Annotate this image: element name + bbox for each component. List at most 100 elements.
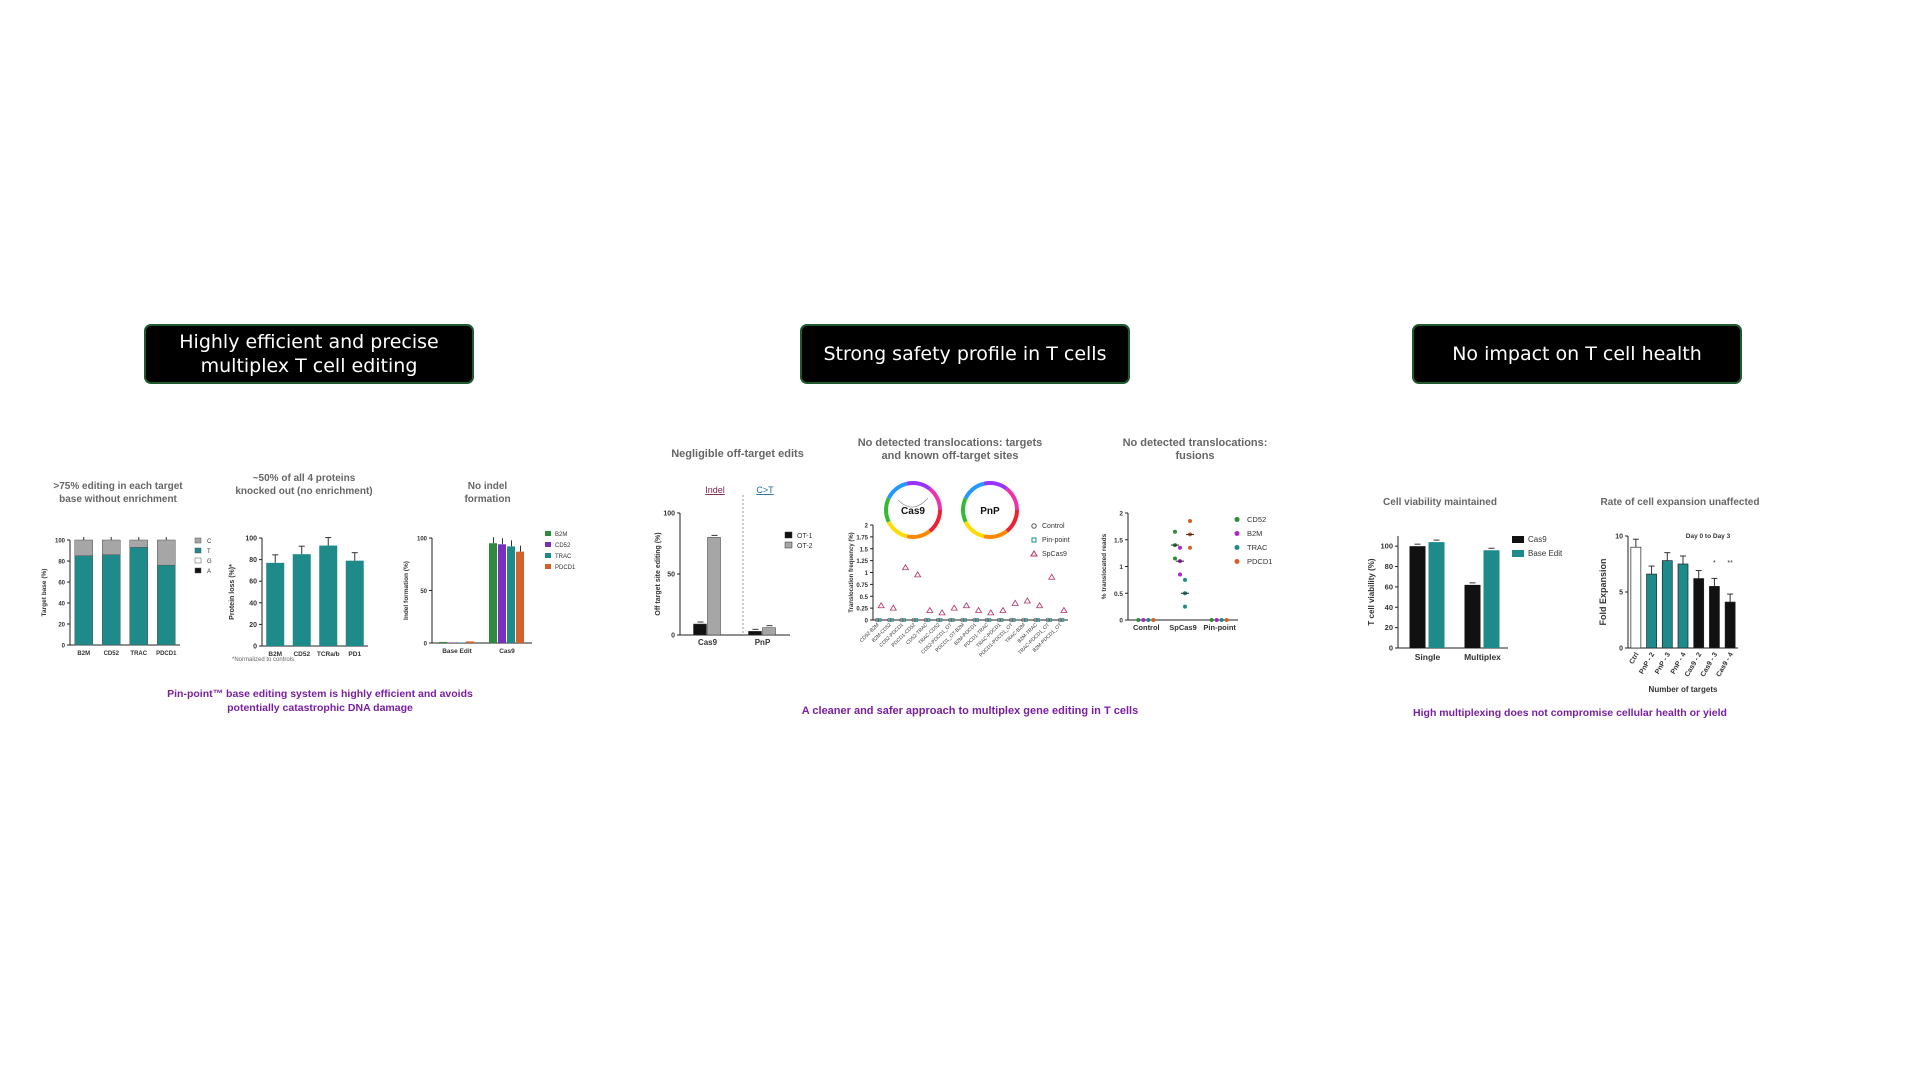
chart-title-off-target: Negligible off-target edits [671, 448, 804, 460]
point-b2m [1141, 618, 1146, 622]
fusion-link [897, 497, 929, 508]
chart-title-viability: Cell viability maintained [1383, 497, 1497, 508]
y-tick-label: 100 [245, 536, 257, 543]
point-cd52 [1136, 618, 1141, 622]
x-tick-label: TRAC-CD52 [917, 622, 941, 646]
legend-swatch [194, 567, 202, 574]
y-tick-label: 2 [1119, 511, 1123, 518]
caption-safety: A cleaner and safer approach to multiple… [801, 705, 1139, 717]
x-tick-label: SpCas9 [1169, 623, 1197, 632]
legend-swatch [1234, 559, 1240, 564]
plasmid-arc [906, 481, 932, 491]
point-control [1009, 617, 1014, 623]
point-trac [1219, 618, 1224, 622]
point-spcas9 [962, 601, 971, 609]
legend-swatch [1031, 537, 1037, 543]
x-tick-label: PDCD1-PDCD1_OT [978, 622, 1014, 658]
bar-t [129, 547, 148, 646]
point-control [1021, 617, 1026, 623]
bar-c [157, 539, 176, 566]
plasmid-arc [928, 487, 942, 511]
x-tick-label: CD52 [104, 651, 120, 657]
point-b2m [1178, 559, 1182, 564]
x-tick-label: Ctrl [1628, 651, 1640, 665]
point-control [1057, 617, 1063, 623]
plasmid-arc [886, 481, 908, 500]
point-cd52 [1173, 529, 1177, 534]
point-pdcd1 [1224, 618, 1229, 622]
bar [345, 560, 364, 646]
bar [1709, 586, 1720, 649]
point-spcas9 [938, 609, 946, 616]
point-pinpoint [902, 618, 906, 622]
legend-label: CD52 [555, 543, 571, 549]
y-tick-label: 40 [58, 602, 65, 608]
x-tick-label: TRAC-B2M [1004, 622, 1026, 644]
bar-trac [507, 546, 515, 643]
bar-ot-1 [748, 631, 762, 636]
point-pinpoint [926, 618, 931, 622]
y-axis-label: Indel formation (%) [403, 561, 410, 620]
y-tick-label: 1 [865, 571, 869, 577]
bar-cas9 [1464, 584, 1481, 648]
y-tick-label: 0 [62, 644, 66, 650]
label-indel: Indel [705, 485, 725, 495]
point-control [911, 617, 916, 623]
bar-c [102, 539, 121, 555]
bar [266, 562, 285, 646]
bar [1724, 601, 1736, 649]
legend-label: TRAC [1247, 543, 1268, 552]
legend-swatch [1234, 517, 1240, 522]
y-tick-label: 1.25 [856, 559, 868, 565]
y-tick-label: 1.75 [856, 535, 868, 541]
plasmid-label: Cas9 [901, 506, 925, 517]
legend-swatch [784, 531, 793, 539]
x-tick-label: B2M [77, 651, 90, 657]
plasmid-arc [1005, 509, 1019, 533]
bar-c [129, 539, 148, 548]
x-tick-label: TRAC-PDCD1_OT [1017, 622, 1051, 656]
point-pinpoint [1011, 618, 1016, 622]
point-cd52 [1209, 618, 1214, 622]
bar-t [157, 564, 176, 646]
caption-editing: Pin-point™ base editing system is highly… [167, 688, 473, 714]
chart-title-indel: No indel formation [464, 481, 511, 505]
legend-label: T [207, 549, 211, 555]
x-tick-label: Single [1415, 652, 1441, 662]
y-tick-label: 100 [55, 539, 66, 545]
point-pinpoint [1036, 618, 1040, 622]
legend-swatch [1234, 545, 1240, 550]
legend-label: OT-1 [797, 533, 813, 540]
point-spcas9 [901, 563, 910, 571]
point-trac [1183, 591, 1187, 596]
legend-swatch [545, 542, 551, 547]
bar-pdcd1 [516, 551, 524, 643]
y-tick-label: 0 [1119, 618, 1123, 625]
plasmid-arc [983, 529, 1009, 539]
legend-swatch [194, 557, 202, 564]
x-tick-label: Base Edit [442, 648, 472, 655]
y-axis-label: T cell viability (%) [1367, 558, 1376, 625]
y-tick-label: 10 [1615, 534, 1623, 541]
x-tick-label: B2M-TRAC [1017, 622, 1040, 645]
point-control [996, 617, 1002, 623]
point-pinpoint [889, 618, 894, 622]
bar-cas9 [1409, 546, 1426, 648]
significance-star: * [1713, 560, 1716, 567]
bar-b2m [439, 641, 447, 643]
y-tick-label: 0 [424, 642, 428, 648]
plasmid-arc [983, 481, 1009, 491]
y-tick-label: 0 [865, 619, 869, 625]
point-pinpoint [914, 618, 919, 622]
point-pinpoint [938, 618, 943, 622]
x-tick-label: PDCD1 [156, 651, 177, 657]
legend-swatch [1030, 550, 1038, 557]
legend-label: Cas9 [1528, 535, 1547, 544]
point-control [923, 617, 928, 623]
legend-label: B2M [1247, 529, 1262, 538]
footnote: *Normalized to controls [232, 657, 295, 663]
bar-cd52 [498, 544, 506, 643]
y-tick-label: 80 [58, 560, 65, 566]
point-spcas9 [1035, 601, 1044, 609]
